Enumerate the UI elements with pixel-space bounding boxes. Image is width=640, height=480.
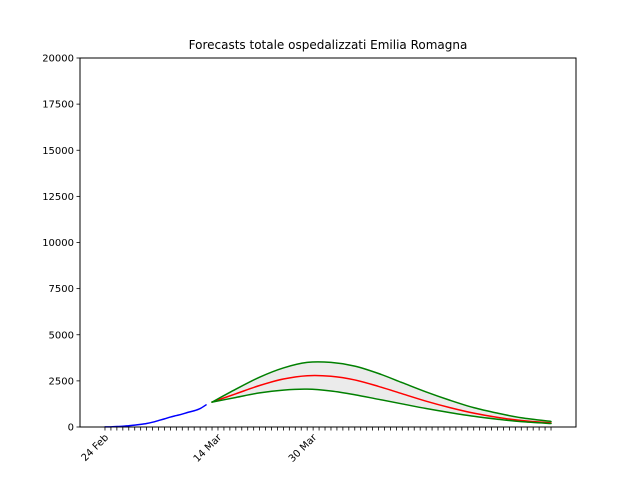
y-tick-label: 20000 — [42, 54, 74, 65]
y-tick-label: 12500 — [42, 192, 74, 203]
y-axis: 0 2500 5000 7500 10000 12500 15000 17500 20000 — [42, 54, 80, 434]
forecast-upper-line — [211, 361, 552, 423]
chart-title: Forecasts totale ospedalizzati Emilia Ro… — [189, 38, 468, 52]
y-tick-label: 15000 — [42, 146, 74, 157]
y-tick-label: 10000 — [42, 238, 74, 249]
observed-line — [104, 404, 207, 428]
y-tick-label: 5000 — [49, 330, 74, 341]
forecast-central-line — [211, 374, 552, 424]
y-tick-label: 0 — [68, 423, 74, 434]
y-tick-label: 17500 — [42, 100, 74, 111]
y-tick-label: 7500 — [49, 284, 74, 295]
forecast-lower-line — [211, 388, 552, 425]
y-tick-label: 2500 — [49, 376, 74, 387]
plot-area — [104, 361, 552, 428]
